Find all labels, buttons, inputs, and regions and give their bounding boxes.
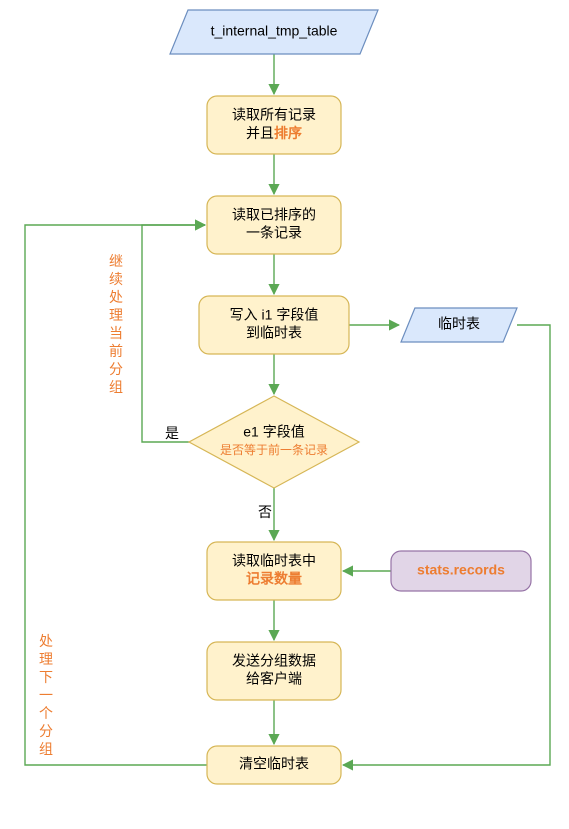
node-readone	[207, 196, 341, 254]
side-label-next: 分	[39, 723, 53, 739]
side-label-cont: 理	[109, 307, 123, 323]
side-label-next: 一	[39, 687, 53, 703]
side-label-cont: 组	[109, 379, 123, 395]
side-label-next: 个	[39, 705, 53, 721]
side-label-next: 处	[39, 633, 53, 649]
edge-label-cond-readcnt-no: 否	[258, 504, 272, 520]
side-label-cont: 当	[109, 325, 123, 341]
side-label-cont: 前	[109, 343, 123, 359]
edge-cond-readone-yes	[142, 225, 205, 442]
side-label-cont: 分	[109, 361, 123, 377]
side-label-next: 下	[39, 669, 53, 685]
edge-label-cond-readone-yes: 是	[165, 425, 179, 441]
node-readall	[207, 96, 341, 154]
edge-temp-clear	[343, 325, 550, 765]
node-start	[170, 10, 378, 54]
side-label-next: 理	[39, 651, 53, 667]
node-readcnt	[207, 542, 341, 600]
node-temp	[401, 308, 517, 342]
node-cond	[189, 396, 359, 488]
side-label-cont: 继	[109, 253, 123, 269]
side-label-next: 组	[39, 741, 53, 757]
node-stats	[391, 551, 531, 591]
side-label-cont: 处	[109, 289, 123, 305]
flowchart-svg: 是否t_internal_tmp_table读取所有记录并且排序读取已排序的一条…	[0, 0, 569, 829]
node-clear	[207, 746, 341, 784]
node-write	[199, 296, 349, 354]
side-label-cont: 续	[109, 271, 123, 287]
node-send	[207, 642, 341, 700]
